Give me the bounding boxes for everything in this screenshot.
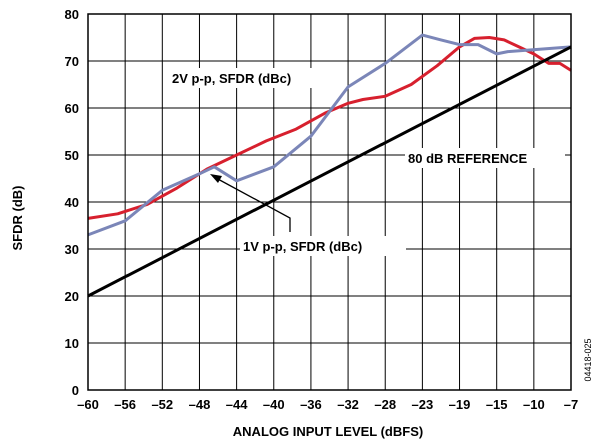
y-tick-label: 70 bbox=[65, 54, 79, 69]
y-tick-label: 50 bbox=[65, 148, 79, 163]
figure-id: 04418-025 bbox=[583, 338, 593, 381]
x-tick-label: –56 bbox=[114, 397, 136, 412]
label-2v-bg bbox=[168, 68, 338, 88]
label-1v: 1V p-p, SFDR (dBc) bbox=[243, 239, 362, 254]
y-tick-label: 20 bbox=[65, 289, 79, 304]
y-axis-title: SFDR (dB) bbox=[10, 186, 25, 251]
x-tick-label: –10 bbox=[523, 397, 545, 412]
y-tick-label: 30 bbox=[65, 242, 79, 257]
x-tick-label: –19 bbox=[449, 397, 471, 412]
y-tick-label: 40 bbox=[65, 195, 79, 210]
x-tick-label: –23 bbox=[412, 397, 434, 412]
x-tick-label: –52 bbox=[151, 397, 173, 412]
x-tick-label: –28 bbox=[374, 397, 396, 412]
series-line-1v bbox=[87, 33, 572, 237]
y-tick-label: 0 bbox=[72, 383, 79, 398]
label-2v: 2V p-p, SFDR (dBc) bbox=[172, 71, 291, 86]
x-axis-title: ANALOG INPUT LEVEL (dBFS) bbox=[233, 424, 423, 439]
y-tick-label: 60 bbox=[65, 101, 79, 116]
x-tick-label: –44 bbox=[226, 397, 248, 412]
label-ref: 80 dB REFERENCE bbox=[408, 151, 528, 166]
x-tick-label: –40 bbox=[263, 397, 285, 412]
plot-frame bbox=[87, 13, 572, 391]
series-line-reference bbox=[87, 45, 572, 298]
x-tick-label: –32 bbox=[337, 397, 359, 412]
x-tick-label: –7 bbox=[564, 397, 578, 412]
label-1v-bg bbox=[240, 236, 406, 256]
label-1v-leader bbox=[215, 177, 291, 232]
x-tick-label: –60 bbox=[77, 397, 99, 412]
x-tick-label: –36 bbox=[300, 397, 322, 412]
label-ref-bg bbox=[405, 148, 565, 168]
x-tick-label: –15 bbox=[486, 397, 508, 412]
x-tick-labels: –60 –56 –52 –48 –44 –40 –36 –32 –28 –23 –19 –15 –10 –… bbox=[77, 397, 578, 412]
y-tick-labels: 0 10 20 30 40 50 60 70 80 bbox=[65, 7, 79, 398]
y-tick-label: 10 bbox=[65, 336, 79, 351]
x-tick-label: –48 bbox=[189, 397, 211, 412]
y-tick-label: 80 bbox=[65, 7, 79, 22]
series-lines bbox=[87, 33, 572, 298]
label-1v-arrowhead bbox=[210, 174, 222, 183]
